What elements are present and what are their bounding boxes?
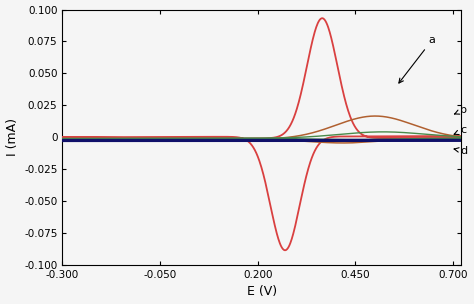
Text: b: b [455,105,467,115]
Text: d: d [454,146,467,156]
Text: c: c [454,126,466,136]
X-axis label: E (V): E (V) [246,285,277,299]
Text: a: a [399,35,436,83]
Y-axis label: I (mA): I (mA) [6,118,18,156]
